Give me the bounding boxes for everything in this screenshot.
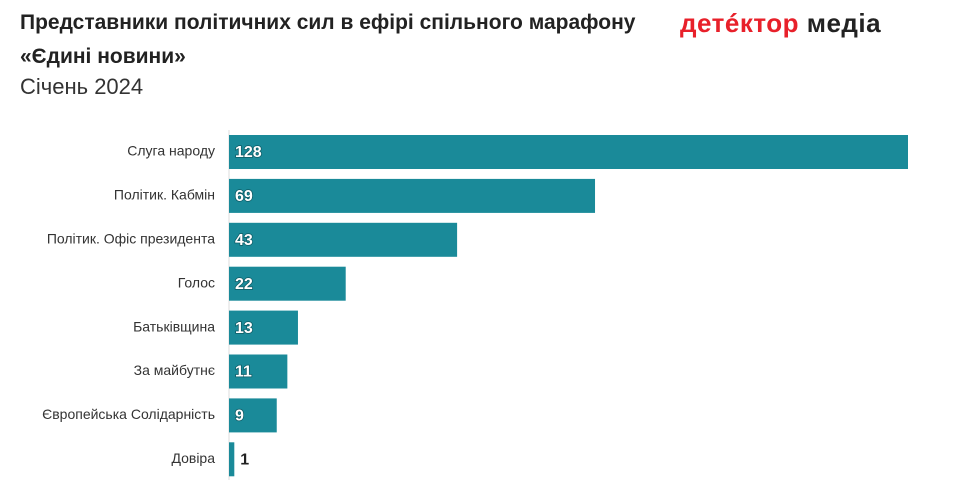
category-label: Політик. Кабмін [114, 187, 215, 203]
value-label: 128 [235, 144, 262, 161]
value-label: 69 [235, 188, 253, 205]
chart-title: Представники політичних сил в ефірі спіл… [20, 11, 636, 68]
bar [229, 178, 596, 213]
category-label: Слуга народу [127, 143, 215, 159]
value-label: 1 [240, 452, 249, 469]
bar [229, 222, 458, 257]
value-label: 9 [235, 408, 244, 425]
logo-part: детéктор [680, 8, 799, 38]
category-label: За майбутнє [134, 362, 215, 378]
chart-subtitle: Січень 2024 [20, 74, 144, 99]
bar [229, 398, 277, 433]
category-label: Голос [178, 274, 215, 290]
category-label: Європейська Солідарність [42, 406, 215, 422]
logo-part: медіа [806, 8, 882, 38]
bar [229, 135, 908, 169]
bar [229, 354, 288, 389]
bar [229, 266, 346, 301]
category-label: Довіра [171, 450, 215, 466]
logo: детéктор медіа [680, 8, 881, 39]
value-label: 43 [235, 232, 253, 249]
bars: Слуга народу 128 Політик. Кабмін 69 Політик.… [42, 135, 908, 477]
bar [229, 310, 298, 345]
category-label: Політик. Офіс президента [47, 231, 215, 247]
value-label: 11 [235, 364, 252, 381]
value-label: 22 [235, 276, 253, 293]
value-label: 13 [235, 320, 253, 337]
bar [229, 442, 235, 477]
category-label: Батьківщина [133, 318, 215, 334]
